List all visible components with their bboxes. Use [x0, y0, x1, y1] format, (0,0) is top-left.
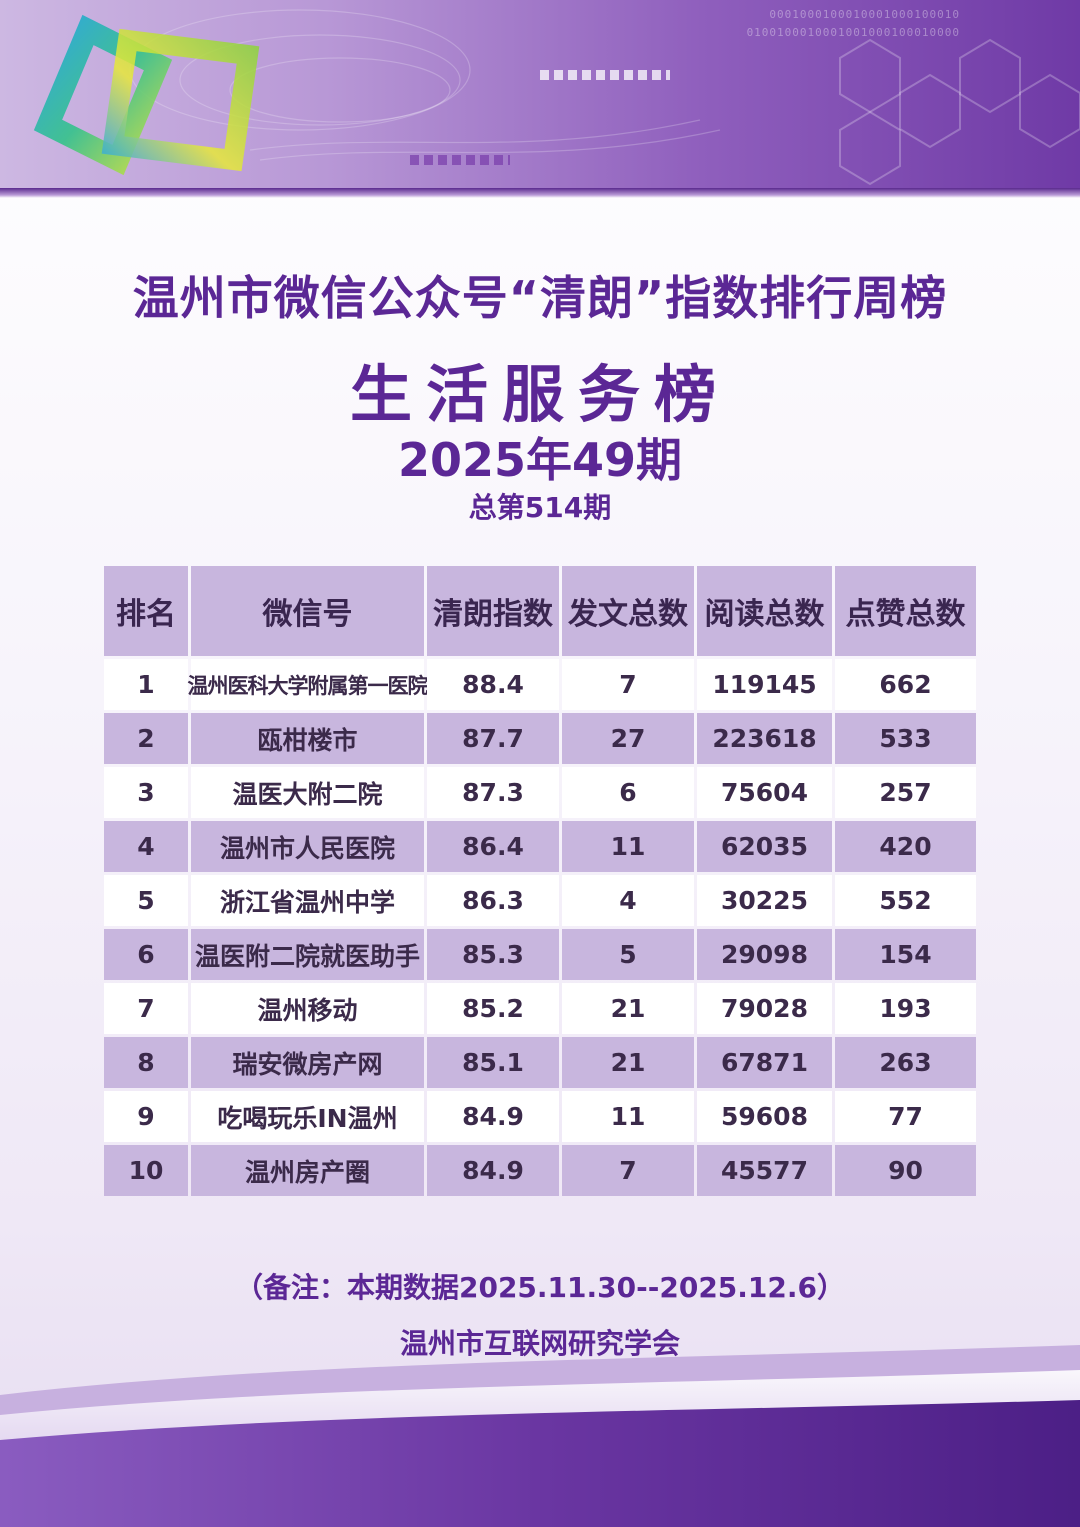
cell-posts: 5	[562, 929, 694, 980]
cell-reads: 79028	[697, 983, 832, 1034]
cell-rank: 8	[104, 1037, 188, 1088]
table-row: 7 温州移动 85.2 21 79028 193	[104, 983, 976, 1037]
cell-account: 吃喝玩乐IN温州	[191, 1091, 424, 1142]
cell-index: 86.3	[427, 875, 559, 926]
header-banner: 0001000100010001000100010 01001000100010…	[0, 0, 1080, 188]
cell-index: 86.4	[427, 821, 559, 872]
cell-posts: 11	[562, 1091, 694, 1142]
cell-reads: 45577	[697, 1145, 832, 1196]
cell-index: 87.7	[427, 713, 559, 764]
cell-index: 85.3	[427, 929, 559, 980]
header-reads: 阅读总数	[697, 566, 832, 656]
cell-account: 温州移动	[191, 983, 424, 1034]
cell-likes: 257	[835, 767, 976, 818]
cell-likes: 662	[835, 659, 976, 710]
cell-index: 84.9	[427, 1145, 559, 1196]
table-row: 9 吃喝玩乐IN温州 84.9 11 59608 77	[104, 1091, 976, 1145]
cell-reads: 59608	[697, 1091, 832, 1142]
cell-rank: 6	[104, 929, 188, 980]
table-row: 3 温医大附二院 87.3 6 75604 257	[104, 767, 976, 821]
table-row: 1 温州医科大学附属第一医院 88.4 7 119145 662	[104, 659, 976, 713]
cell-reads: 62035	[697, 821, 832, 872]
banner-divider	[0, 188, 1080, 198]
banner-decoration	[129, 9, 1080, 186]
cell-posts: 21	[562, 1037, 694, 1088]
cell-index: 87.3	[427, 767, 559, 818]
cell-rank: 10	[104, 1145, 188, 1196]
cell-posts: 21	[562, 983, 694, 1034]
cell-reads: 119145	[697, 659, 832, 710]
table-row: 8 瑞安微房产网 85.1 21 67871 263	[104, 1037, 976, 1091]
data-period-note: （备注：本期数据2025.11.30--2025.12.6）	[234, 1271, 846, 1304]
cell-account: 温州市人民医院	[191, 821, 424, 872]
cell-rank: 5	[104, 875, 188, 926]
total-issue-number: 总第514期	[468, 491, 612, 524]
header-posts: 发文总数	[562, 566, 694, 656]
cell-posts: 7	[562, 659, 694, 710]
header-rank: 排名	[104, 566, 188, 656]
cell-rank: 7	[104, 983, 188, 1034]
cell-posts: 27	[562, 713, 694, 764]
table-header-row: 排名 微信号 清朗指数 发文总数 阅读总数 点赞总数	[104, 566, 976, 659]
cell-rank: 1	[104, 659, 188, 710]
cell-posts: 6	[562, 767, 694, 818]
cell-likes: 193	[835, 983, 976, 1034]
cell-account: 温州房产圈	[191, 1145, 424, 1196]
cell-reads: 67871	[697, 1037, 832, 1088]
cell-rank: 4	[104, 821, 188, 872]
banner-binary-text: 0001000100010001000100010	[769, 8, 960, 21]
ranking-table: 排名 微信号 清朗指数 发文总数 阅读总数 点赞总数 1 温州医科大学附属第一医院…	[104, 566, 976, 1199]
table-row: 4 温州市人民医院 86.4 11 62035 420	[104, 821, 976, 875]
cell-index: 88.4	[427, 659, 559, 710]
category-title: 生活服务榜	[349, 358, 730, 431]
cell-account: 瓯柑楼市	[191, 713, 424, 764]
table-row: 2 瓯柑楼市 87.7 27 223618 533	[104, 713, 976, 767]
header-index: 清朗指数	[427, 566, 559, 656]
footer-wave	[0, 1345, 1080, 1527]
cell-reads: 30225	[697, 875, 832, 926]
cell-index: 85.2	[427, 983, 559, 1034]
cell-reads: 75604	[697, 767, 832, 818]
poster-title: 温州市微信公众号“清朗”指数排行周榜	[132, 271, 948, 325]
cell-account: 浙江省温州中学	[191, 875, 424, 926]
table-row: 5 浙江省温州中学 86.3 4 30225 552	[104, 875, 976, 929]
cell-likes: 154	[835, 929, 976, 980]
cell-account: 瑞安微房产网	[191, 1037, 424, 1088]
issue-number: 2025年49期	[397, 433, 683, 487]
cell-likes: 263	[835, 1037, 976, 1088]
banner-binary-text: 0100100010001001000100010000	[746, 26, 960, 39]
table-row: 6 温医附二院就医助手 85.3 5 29098 154	[104, 929, 976, 983]
table-row: 10 温州房产圈 84.9 7 45577 90	[104, 1145, 976, 1199]
cell-index: 85.1	[427, 1037, 559, 1088]
cell-posts: 11	[562, 821, 694, 872]
cell-likes: 77	[835, 1091, 976, 1142]
cell-posts: 4	[562, 875, 694, 926]
cell-rank: 3	[104, 767, 188, 818]
banner-dots	[540, 70, 670, 80]
cell-rank: 2	[104, 713, 188, 764]
header-account: 微信号	[191, 566, 424, 656]
interlocking-squares-logo-icon	[33, 14, 260, 176]
cell-account: 温州医科大学附属第一医院	[188, 659, 429, 710]
cell-likes: 90	[835, 1145, 976, 1196]
cell-rank: 9	[104, 1091, 188, 1142]
cell-index: 84.9	[427, 1091, 559, 1142]
cell-account: 温医大附二院	[191, 767, 424, 818]
cell-likes: 552	[835, 875, 976, 926]
cell-reads: 29098	[697, 929, 832, 980]
table-body: 1 温州医科大学附属第一医院 88.4 7 119145 662 2 瓯柑楼市 87.7 27 22…	[104, 659, 976, 1199]
cell-account: 温医附二院就医助手	[191, 929, 424, 980]
cell-posts: 7	[562, 1145, 694, 1196]
banner-dots	[410, 155, 510, 165]
header-likes: 点赞总数	[835, 566, 976, 656]
organization-name: 温州市互联网研究学会	[399, 1327, 680, 1360]
cell-likes: 533	[835, 713, 976, 764]
cell-reads: 223618	[697, 713, 832, 764]
cell-likes: 420	[835, 821, 976, 872]
